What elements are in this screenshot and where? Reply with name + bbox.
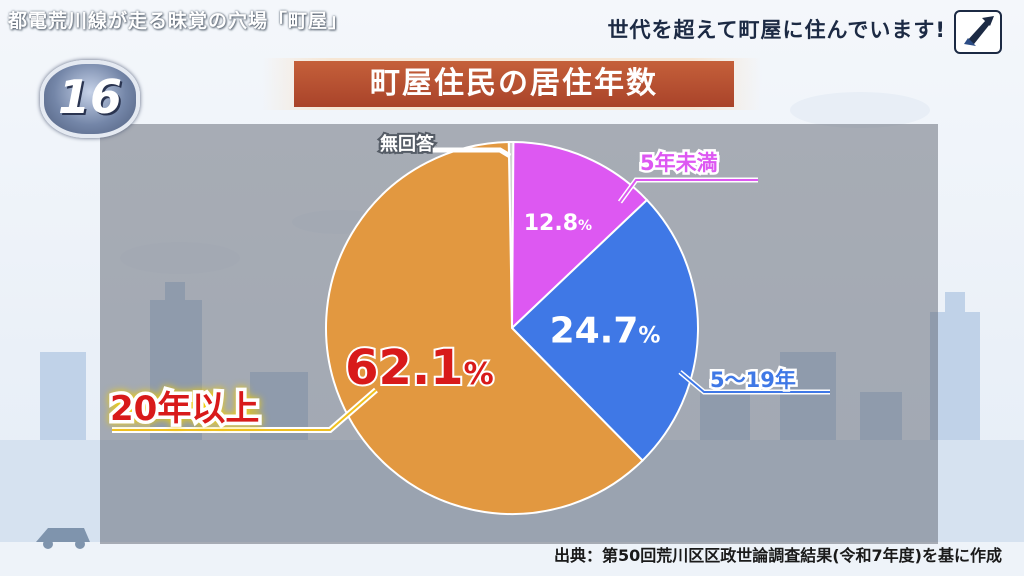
slice-value-label: 62.1% — [345, 340, 494, 396]
slice-category-label: 無回答 — [380, 133, 435, 155]
slice-category-label: 5年未満 — [640, 151, 718, 175]
leader-line — [619, 179, 758, 203]
pie-slice — [510, 141, 649, 331]
source-note: 出典：第50回荒川区区政世論調査結果(令和7年度)を基に作成 — [553, 546, 1002, 565]
leader-line — [430, 149, 511, 157]
slice-value-label: 24.7% — [550, 311, 661, 352]
episode-number: 16 — [57, 70, 122, 124]
slice-category-label: 5〜19年 — [710, 368, 796, 392]
chart-title: 町屋住民の居住年数 — [370, 66, 658, 101]
brand-logo — [954, 10, 1002, 54]
pie-slice — [510, 198, 699, 462]
slice-value-label: 12.8% — [524, 211, 592, 236]
leader-line — [112, 389, 377, 431]
title-plate — [294, 61, 734, 107]
program-title: 都電荒川線が走る昧覚の穴場「町屋」 — [8, 10, 349, 32]
pie-slice — [325, 141, 644, 515]
slice-category-label: 20年以上 — [110, 389, 259, 429]
leader-line — [679, 371, 830, 393]
corner-caption: 世代を超えて町屋に住んでいます! — [607, 18, 946, 42]
episode-badge: 16 — [40, 60, 140, 138]
